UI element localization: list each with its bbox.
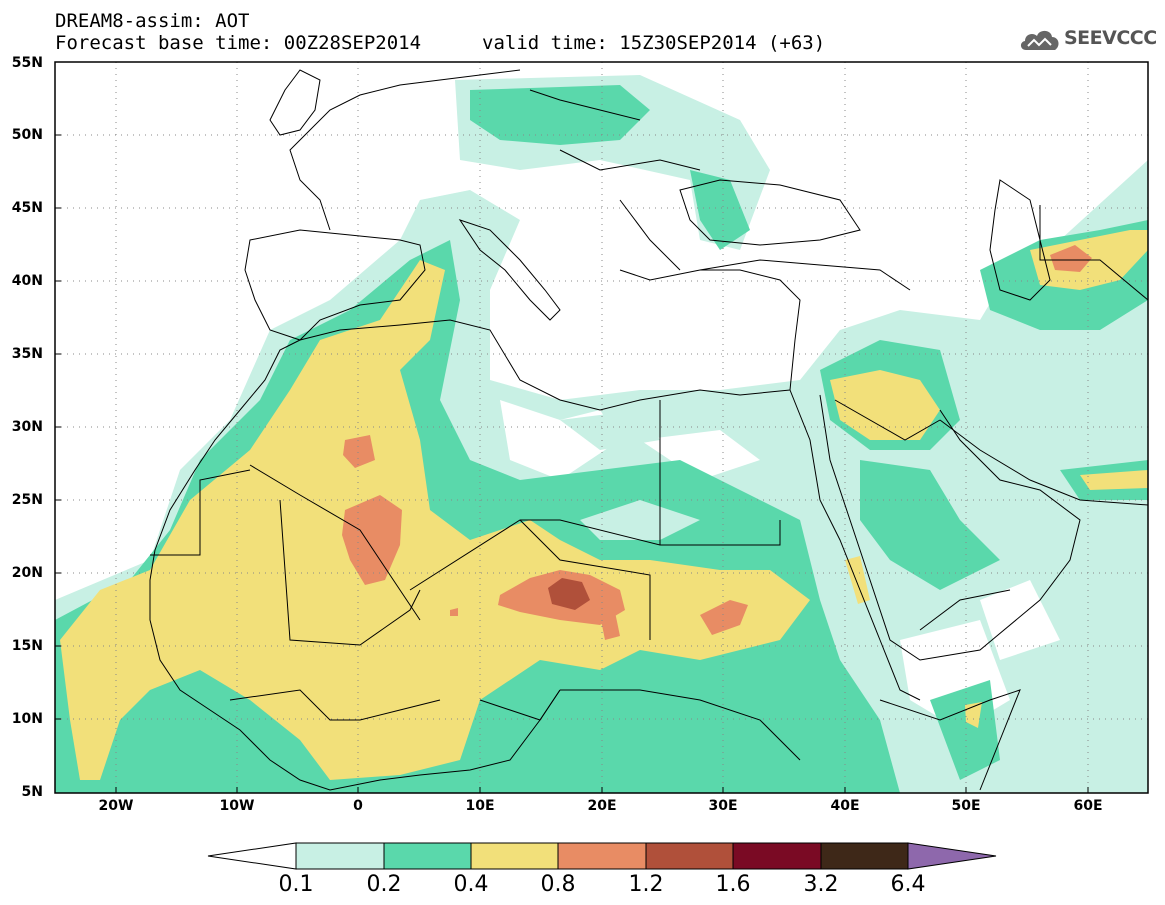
cloud-icon	[1020, 30, 1059, 50]
colorbar-label: 0.1	[278, 872, 314, 897]
colorbar-label: 1.2	[628, 872, 664, 897]
colorbar-swatch-1	[383, 842, 472, 870]
lon-label: 20E	[587, 798, 617, 814]
graticule	[55, 62, 1148, 793]
colorbar-under-arrow	[207, 842, 297, 870]
colorbar-swatch-5	[732, 842, 822, 870]
colorbar-label: 0.4	[453, 872, 489, 897]
lon-label: 20W	[98, 798, 134, 814]
colorbar-swatch-6	[820, 842, 909, 870]
axis-ticks	[55, 134, 1089, 793]
lon-label: 0	[353, 798, 363, 814]
lat-label: 45N	[11, 200, 43, 216]
lat-label: 50N	[11, 127, 43, 143]
colorbar-swatch-0	[295, 842, 385, 870]
lat-label: 35N	[11, 346, 43, 362]
valid-time: valid time: 15Z30SEP2014 (+63)	[482, 32, 826, 54]
lon-label: 60E	[1073, 798, 1103, 814]
colorbar-label: 0.8	[540, 872, 576, 897]
map-title: DREAM8-assim: AOT	[55, 10, 250, 32]
lon-label: 40E	[830, 798, 860, 814]
lon-label: 10W	[219, 798, 255, 814]
lat-label: 40N	[11, 273, 43, 289]
colorbar-label: 6.4	[890, 872, 926, 897]
lon-label: 30E	[708, 798, 738, 814]
lat-label: 20N	[11, 565, 43, 581]
lon-label: 10E	[465, 798, 495, 814]
colorbar-label: 1.6	[715, 872, 751, 897]
coastlines	[149, 69, 1148, 791]
colorbar-over-arrow	[907, 842, 997, 870]
colorbar-label: 0.2	[366, 872, 402, 897]
logo-text: SEEVCCC	[1064, 27, 1157, 49]
lon-label: 50E	[951, 798, 981, 814]
colorbar-swatch-2	[470, 842, 559, 870]
lat-label: 10N	[11, 711, 43, 727]
colorbar-label: 3.2	[803, 872, 839, 897]
lat-label: 5N	[21, 784, 43, 800]
forecast-base-time: Forecast base time: 00Z28SEP2014	[55, 32, 422, 54]
lat-label: 25N	[11, 492, 43, 508]
color-bar	[207, 842, 997, 870]
colorbar-swatch-3	[557, 842, 647, 870]
lat-label: 30N	[11, 419, 43, 435]
lat-label: 55N	[11, 55, 43, 71]
seevccc-logo: SEEVCCC	[1018, 24, 1157, 54]
lat-label: 15N	[11, 638, 43, 654]
colorbar-swatch-4	[645, 842, 734, 870]
